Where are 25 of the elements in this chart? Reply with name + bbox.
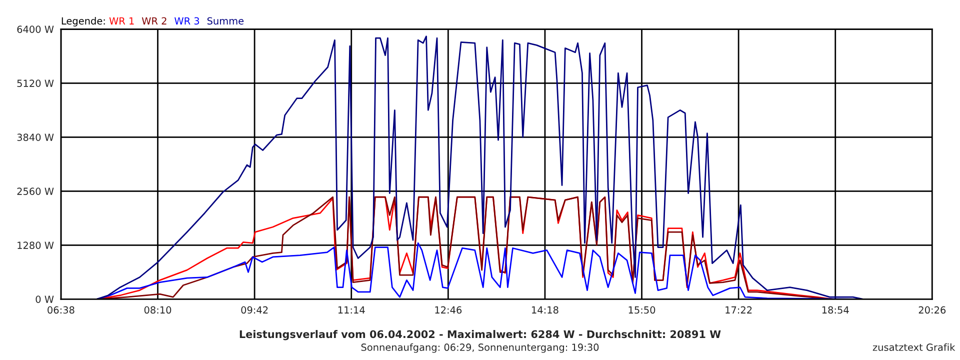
y-tick-label: 6400 W	[17, 26, 54, 33]
x-tick-label: 06:38	[48, 306, 74, 314]
x-tick-label: 17:22	[726, 306, 752, 314]
y-tick-label: 5120 W	[17, 80, 54, 87]
x-tick-label: 09:42	[241, 306, 268, 314]
text: WR 3	[174, 17, 200, 25]
x-tick-label: 14:18	[532, 306, 558, 314]
x-tick-label: 20:26	[918, 306, 946, 314]
line-series	[96, 36, 864, 300]
y-tick-label: 2560 W	[17, 188, 54, 195]
text: Summe	[207, 17, 244, 25]
text: Leistungsverlauf vom 06.04.2002 - Maximalwert: 6284 W - Durchschnitt: 20891 W	[240, 330, 721, 340]
y-tick-label: 0 W	[36, 296, 54, 303]
text: WR 2	[142, 17, 166, 24]
text: zusatztext Grafik	[872, 343, 956, 351]
legend-title: Legende:	[62, 17, 105, 26]
y-tick-label: 3840 W	[17, 134, 54, 141]
x-tick-label: 12:46	[435, 306, 462, 314]
y-tick-label: 1280 W	[18, 242, 54, 249]
text: WR 1	[109, 17, 134, 24]
text: Sonnenaufgang: 06:29, Sonnenuntergang: 19:30	[361, 343, 599, 353]
x-tick-label: 08:10	[144, 306, 172, 314]
x-tick-label: 18:54	[822, 306, 849, 314]
x-tick-label: 11:14	[338, 306, 365, 314]
x-tick-label: 15:50	[628, 306, 656, 314]
